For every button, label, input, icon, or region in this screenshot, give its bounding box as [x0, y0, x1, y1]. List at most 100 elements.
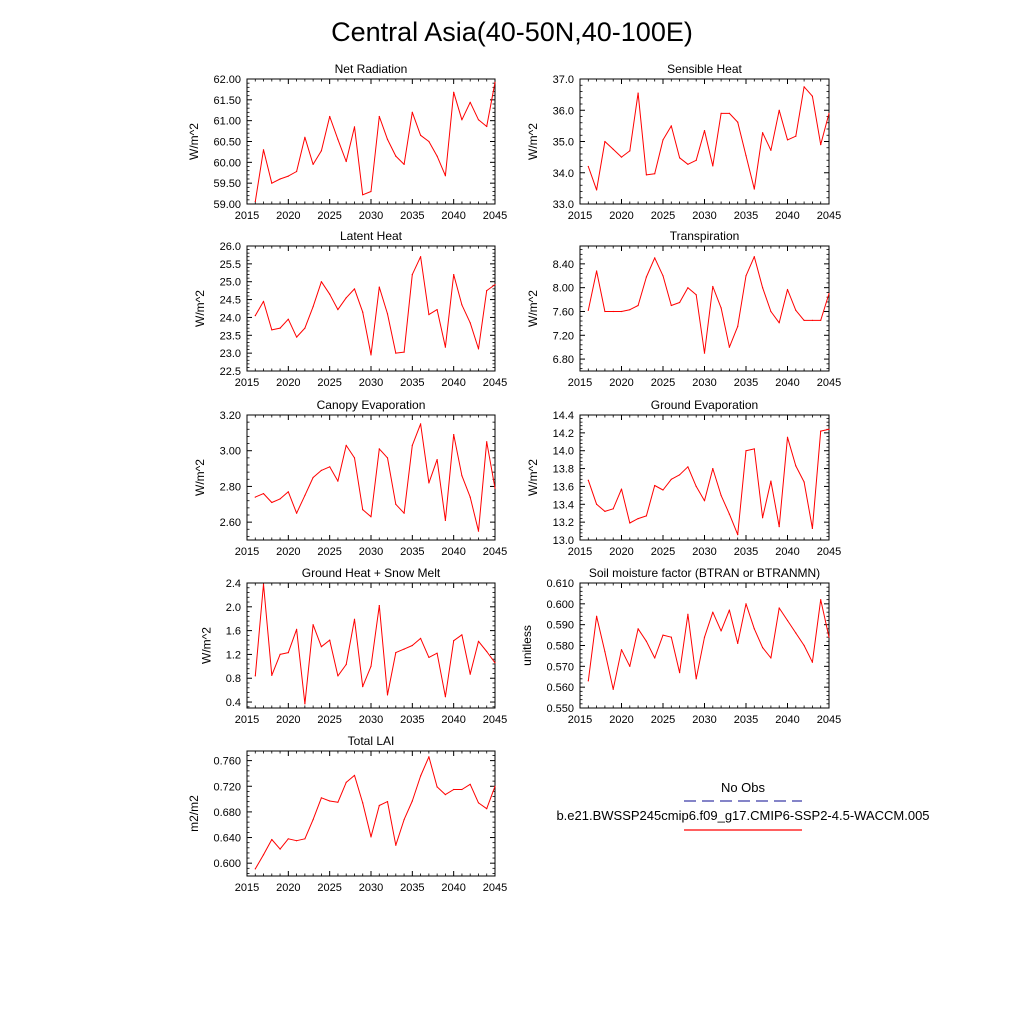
data-point	[662, 139, 664, 141]
x-tick-label: 2035	[734, 546, 758, 558]
data-point	[679, 672, 681, 674]
data-point	[395, 352, 397, 354]
data-point	[695, 159, 697, 161]
data-point	[453, 434, 455, 436]
data-point	[312, 476, 314, 479]
data-point	[494, 785, 496, 787]
y-tick-label: 13.8	[553, 464, 574, 476]
y-tick-label: 6.80	[553, 354, 574, 366]
data-point	[461, 634, 463, 636]
y-tick-label: 0.720	[213, 781, 241, 793]
y-tick-label: 60.50	[213, 137, 241, 149]
data-point	[670, 636, 672, 638]
data-point	[304, 703, 306, 705]
x-tick-label: 2030	[359, 377, 383, 389]
x-tick-label: 2015	[235, 714, 259, 726]
plot-frame	[579, 78, 830, 205]
data-point	[654, 657, 656, 659]
y-tick-label: 24.5	[220, 295, 241, 307]
data-point	[494, 284, 496, 286]
data-point	[737, 121, 739, 123]
data-point	[395, 155, 397, 157]
data-point	[770, 657, 772, 659]
data-point	[320, 150, 322, 152]
data-point	[645, 515, 648, 517]
data-point	[587, 309, 589, 311]
data-point	[728, 513, 731, 515]
data-point	[737, 325, 739, 327]
legend: No Obs b.e21.BWSSP245cmip6.f09_g17.CMIP6…	[556, 780, 930, 831]
data-point	[745, 275, 747, 277]
data-point	[453, 640, 455, 642]
data-point	[254, 200, 256, 203]
x-tick-label: 2030	[692, 546, 716, 558]
data-point	[296, 512, 298, 514]
data-point	[345, 297, 347, 299]
data-point	[712, 285, 714, 288]
data-point	[679, 474, 681, 476]
data-point	[461, 475, 463, 477]
x-tick-label: 2035	[400, 714, 424, 726]
x-tick-label: 2030	[692, 714, 716, 726]
x-tick-label: 2025	[317, 377, 341, 389]
data-point	[444, 696, 446, 698]
x-tick-label: 2025	[651, 714, 675, 726]
plot-frame	[246, 78, 496, 205]
data-point	[329, 800, 331, 802]
x-tick-label: 2020	[609, 546, 633, 558]
data-point	[828, 636, 830, 638]
data-point	[403, 163, 405, 165]
data-point	[304, 136, 306, 138]
panel-title: Transpiration	[670, 229, 740, 243]
data-point	[795, 465, 797, 467]
data-point	[312, 819, 314, 821]
y-tick-label: 0.640	[213, 833, 241, 845]
data-point	[703, 130, 706, 132]
data-point	[345, 781, 347, 784]
data-point	[403, 512, 405, 514]
data-point	[486, 650, 488, 653]
data-point	[420, 423, 422, 425]
panel-title: Soil moisture factor (BTRAN or BTRANMN)	[589, 566, 820, 580]
data-point	[254, 315, 256, 317]
y-tick-label: 13.0	[553, 535, 574, 547]
data-point	[612, 310, 614, 313]
data-point	[728, 609, 731, 611]
data-point	[828, 112, 830, 114]
panel-6: 2015 2020 2025 2030 2035 2040 2045 13.0 13.2 13.4…	[526, 398, 841, 558]
data-point	[370, 190, 372, 193]
y-tick-label: 0.590	[546, 620, 574, 632]
x-tick-label: 2030	[359, 546, 383, 558]
data-point	[345, 444, 347, 446]
data-point	[304, 838, 306, 840]
y-tick-label: 25.0	[220, 277, 241, 289]
data-point	[296, 840, 298, 842]
data-point	[353, 288, 356, 290]
data-point	[320, 469, 322, 471]
data-point	[444, 794, 446, 796]
data-point	[828, 428, 830, 430]
legend-obs-label: No Obs	[721, 780, 766, 795]
data-point	[612, 508, 614, 510]
x-tick-label: 2015	[568, 210, 592, 222]
y-tick-label: 59.00	[213, 199, 241, 211]
data-point	[461, 304, 463, 306]
data-point	[411, 444, 413, 446]
panel-title: Ground Evaporation	[651, 398, 758, 412]
data-point	[828, 293, 830, 295]
panel-4: 2015 2020 2025 2030 2035 2040 2045 6.80 7.20 7.60…	[526, 229, 841, 389]
y-tick-label: 0.600	[213, 858, 241, 870]
data-point	[728, 112, 731, 114]
data-point	[386, 457, 389, 459]
x-tick-label: 2025	[651, 210, 675, 222]
y-axis-label: W/m^2	[199, 627, 213, 664]
data-point	[329, 293, 331, 295]
data-point	[695, 485, 697, 487]
data-point	[395, 652, 397, 654]
data-point	[795, 135, 797, 137]
plot-frame	[246, 750, 496, 877]
data-point	[786, 436, 789, 438]
data-point	[370, 836, 372, 838]
x-tick-label: 2020	[276, 714, 300, 726]
data-point	[444, 519, 446, 522]
